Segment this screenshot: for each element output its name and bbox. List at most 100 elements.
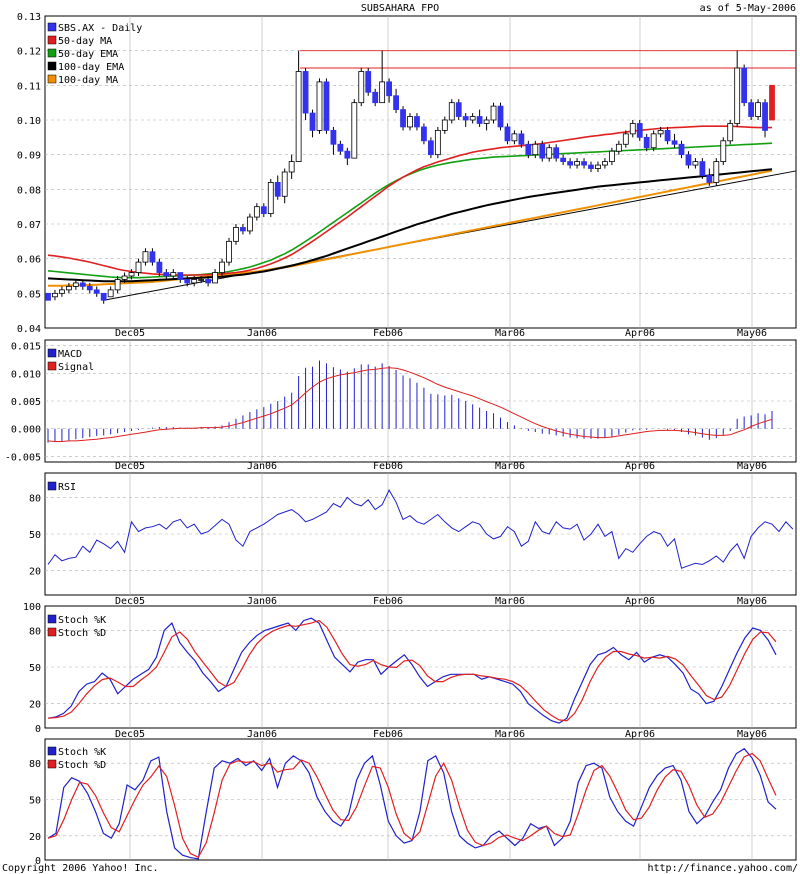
candle-body — [678, 143, 685, 156]
candle-body — [734, 67, 741, 124]
candle-body — [755, 102, 761, 117]
candle-body — [156, 261, 163, 273]
rsi-line — [47, 489, 794, 569]
candle-body — [121, 275, 128, 280]
candle-body — [560, 157, 567, 162]
candle-body — [692, 161, 699, 166]
candle-body — [706, 175, 713, 183]
candle-body — [351, 102, 358, 159]
legend-swatch — [47, 48, 57, 58]
candle-body — [274, 181, 281, 197]
candle-body — [107, 289, 114, 298]
macd-xtick-label: Feb06 — [373, 461, 403, 472]
price-xtick-label: Dec05 — [115, 328, 145, 339]
candle-body — [567, 161, 574, 166]
legend-stoch1-d: Stoch %D — [58, 628, 106, 639]
stoch2-ytick-label: 80 — [29, 759, 41, 770]
candle-body — [337, 143, 344, 152]
candle-body — [302, 71, 309, 114]
candle-body — [240, 227, 246, 232]
stoch1-k-line — [47, 617, 777, 724]
stoch1-ytick-label: 100 — [23, 602, 41, 613]
candle-body — [253, 206, 260, 218]
price-ytick-label: 0.06 — [17, 255, 41, 266]
legend-swatch — [47, 614, 57, 624]
candle-body — [170, 272, 177, 277]
candle-body — [713, 161, 720, 183]
candle-body — [372, 91, 379, 104]
candle-body — [699, 161, 706, 176]
candle-body — [45, 292, 51, 301]
candle-body — [135, 261, 142, 273]
candle-body — [448, 102, 455, 121]
legend-ma50: 50-day MA — [58, 36, 112, 47]
price-xtick-label: Feb06 — [373, 328, 403, 339]
candle-body — [741, 67, 748, 104]
candle-body — [191, 279, 198, 284]
price-legend: SBS.AX - Daily 50-day MA 50-day EMA 100-… — [47, 22, 142, 86]
source-url[interactable]: http://finance.yahoo.com/ — [647, 863, 798, 874]
rsi-xtick-label: Dec05 — [115, 596, 145, 607]
candle-body — [59, 289, 65, 294]
candle-body — [72, 282, 79, 287]
candle-body — [316, 81, 323, 131]
candle-body — [650, 133, 657, 149]
rsi-legend: RSI — [47, 481, 76, 493]
candle-body — [344, 150, 351, 159]
legend-stoch2-k: Stoch %K — [58, 747, 106, 758]
macd-ytick-label: 0.015 — [11, 342, 41, 353]
signal-line — [47, 367, 773, 442]
candle-body — [177, 272, 184, 280]
price-frame — [44, 15, 797, 329]
rsi-ytick-label: 50 — [29, 530, 41, 541]
candle-body — [323, 81, 330, 131]
candle-body — [365, 71, 372, 93]
legend-daily: SBS.AX - Daily — [58, 23, 142, 34]
candle-body — [100, 292, 107, 301]
candle-body — [657, 129, 664, 135]
rsi-ytick-label: 80 — [29, 493, 41, 504]
price-xtick-label: Mar06 — [495, 328, 525, 339]
macd-legend: MACD Signal — [47, 348, 94, 373]
rsi-xtick-label: Apr06 — [625, 596, 655, 607]
chart-background — [44, 15, 797, 861]
candle-body — [608, 150, 615, 162]
candle-body — [525, 143, 532, 156]
legend-swatch — [47, 61, 57, 71]
candle-body — [427, 140, 434, 156]
legend-swatch — [47, 74, 57, 84]
stoch1-ytick-label: 0 — [35, 724, 41, 735]
macd-ytick-label: -0.005 — [5, 452, 41, 463]
legend-ma100: 100-day MA — [58, 75, 118, 86]
candle-body — [546, 147, 553, 159]
candle-body — [469, 116, 476, 121]
candle-body — [602, 161, 608, 166]
macd-ytick-label: 0.000 — [11, 425, 41, 436]
stoch2-d-line — [47, 752, 777, 858]
candle-body — [720, 140, 727, 163]
candle-body — [233, 227, 239, 242]
stoch1-xtick-label: Apr06 — [625, 729, 655, 740]
price-ytick-label: 0.08 — [17, 185, 41, 196]
legend-swatch — [47, 35, 57, 45]
candle-body — [267, 181, 274, 214]
ema50-line — [47, 142, 773, 279]
candle-body — [462, 116, 469, 121]
stoch2-legend: Stoch %K Stoch %D — [47, 746, 106, 771]
price-ytick-label: 0.11 — [17, 81, 41, 92]
stoch2-ytick-label: 20 — [29, 832, 41, 843]
stoch1-xtick-label: Feb06 — [373, 729, 403, 740]
price-ytick-label: 0.09 — [17, 151, 41, 162]
candle-body — [86, 285, 93, 291]
macd-xtick-label: Jan06 — [247, 461, 277, 472]
candle-body — [400, 109, 406, 128]
stoch1-xtick-label: Dec05 — [115, 729, 145, 740]
price-xtick-label: May06 — [737, 328, 767, 339]
price-xtick-label: Apr06 — [625, 328, 655, 339]
candle-body — [407, 116, 413, 128]
candle-body — [379, 81, 386, 104]
candle-body — [553, 147, 560, 159]
candle-body — [281, 171, 288, 197]
price-ytick-label: 0.10 — [17, 116, 41, 127]
